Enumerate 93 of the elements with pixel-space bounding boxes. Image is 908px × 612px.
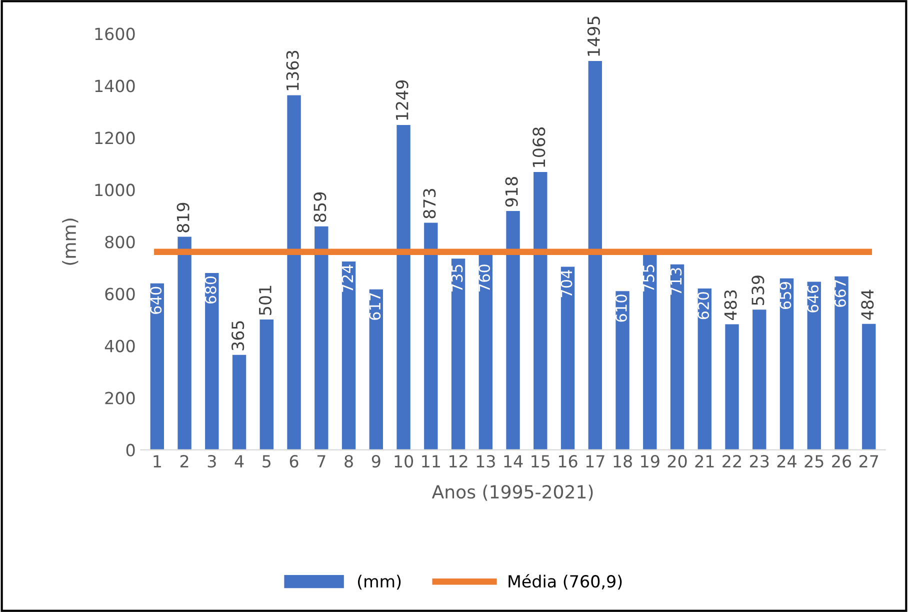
bar — [424, 222, 438, 450]
data-label: 620 — [698, 292, 710, 320]
bar — [725, 324, 739, 450]
x-tick-label: 18 — [614, 454, 632, 468]
bar — [862, 324, 876, 450]
bar — [834, 276, 848, 450]
data-label: 539 — [752, 276, 764, 306]
x-tick-label: 8 — [344, 454, 353, 468]
x-tick-label: 23 — [750, 454, 769, 468]
bar — [643, 253, 657, 450]
bar — [314, 226, 328, 450]
bar — [150, 283, 164, 450]
bar — [451, 258, 466, 450]
x-tick-label: 3 — [208, 454, 216, 468]
data-label: 484 — [861, 290, 874, 320]
bar — [670, 264, 684, 450]
data-label: 755 — [642, 264, 654, 292]
bar — [260, 320, 274, 450]
y-tick-label: 1600 — [95, 28, 135, 40]
data-label: 1495 — [587, 16, 600, 56]
y-axis-title: (mm) — [62, 218, 78, 265]
data-label: 659 — [780, 282, 792, 310]
data-label: 819 — [176, 202, 190, 232]
bar — [178, 236, 192, 450]
bar — [616, 291, 630, 450]
bar — [396, 124, 410, 450]
y-tick-label: 600 — [105, 288, 135, 300]
x-tick-label: 7 — [317, 455, 326, 468]
x-tick-label: 26 — [832, 454, 852, 468]
x-tick-label: 11 — [422, 455, 440, 468]
data-label: 859 — [314, 192, 326, 222]
x-axis-title: Anos (1995-2021) — [432, 484, 593, 501]
data-label: 667 — [834, 280, 846, 307]
x-tick-label: 2 — [180, 454, 188, 468]
y-tick-label: 800 — [105, 236, 135, 248]
x-tick-label: 5 — [262, 455, 271, 468]
data-label: 617 — [369, 293, 381, 320]
x-tick-label: 6 — [290, 454, 298, 468]
x-tick-label: 20 — [668, 454, 687, 468]
x-tick-label: 17 — [586, 455, 604, 468]
x-tick-label: 14 — [504, 455, 523, 468]
data-label: 1363 — [286, 50, 299, 90]
bar — [205, 272, 219, 450]
x-tick-label: 16 — [558, 454, 578, 468]
x-tick-label: 22 — [722, 454, 741, 468]
bar — [232, 354, 246, 450]
data-label: 680 — [204, 276, 216, 304]
y-tick-label: 0 — [126, 444, 135, 456]
bar — [342, 262, 356, 450]
data-label: 704 — [560, 270, 572, 298]
bar — [698, 288, 712, 450]
x-tick-label: 25 — [804, 454, 824, 468]
bar — [588, 60, 602, 450]
data-label: 713 — [670, 268, 682, 295]
data-label: 1249 — [396, 80, 408, 120]
legend-label: Média (760,9) — [508, 574, 622, 590]
data-label: 640 — [150, 286, 162, 314]
x-tick-label: 10 — [394, 454, 414, 468]
x-tick-label: 12 — [450, 454, 468, 468]
data-label: 873 — [423, 188, 436, 218]
y-tick-label: 400 — [104, 340, 135, 352]
bar — [807, 282, 821, 450]
y-tick-label: 1200 — [95, 132, 135, 144]
x-tick-label: 27 — [859, 454, 878, 468]
data-label: 501 — [258, 286, 272, 315]
data-label: 483 — [724, 290, 737, 320]
x-tick-label: 15 — [532, 455, 550, 468]
bar — [369, 289, 383, 450]
bar — [287, 95, 301, 450]
y-tick-label: 1000 — [95, 184, 135, 196]
data-label: 365 — [232, 321, 244, 350]
data-label: 610 — [615, 294, 627, 322]
bar — [752, 310, 766, 450]
y-tick-label: 1400 — [95, 80, 135, 92]
x-tick-label: 24 — [777, 454, 796, 468]
data-label: 918 — [505, 177, 518, 207]
data-label: 646 — [807, 285, 819, 312]
bar — [560, 266, 575, 450]
y-tick-label: 200 — [105, 392, 135, 404]
legend-label: (mm) — [358, 574, 401, 590]
bar — [534, 172, 548, 450]
data-label: 760 — [478, 264, 490, 292]
x-tick-label: 1 — [154, 455, 161, 468]
data-label: 735 — [451, 264, 463, 292]
x-tick-label: 21 — [695, 454, 714, 468]
data-label: 1068 — [532, 127, 546, 167]
x-tick-label: 9 — [372, 454, 380, 468]
bar — [506, 211, 520, 450]
x-tick-label: 19 — [641, 454, 660, 468]
x-tick-label: 13 — [476, 454, 495, 468]
bar — [780, 278, 794, 450]
x-tick-label: 4 — [234, 455, 244, 468]
data-label: 724 — [342, 264, 353, 292]
